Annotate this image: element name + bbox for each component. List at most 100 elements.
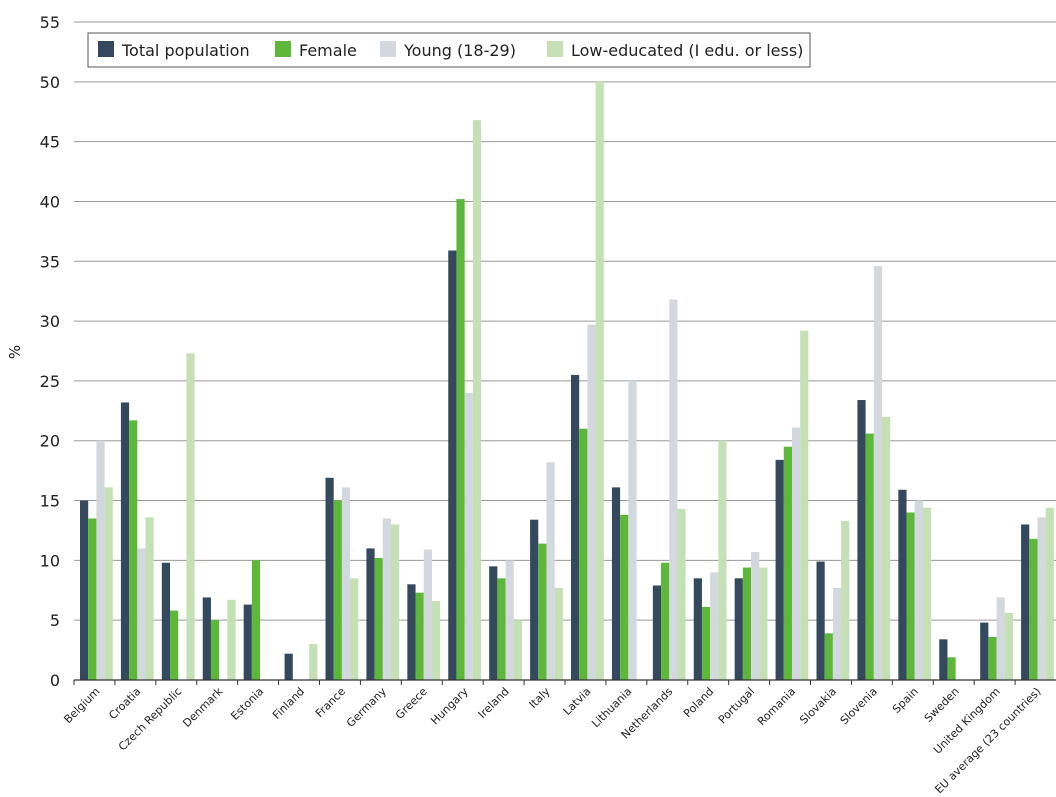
category-label: Poland xyxy=(681,685,716,720)
bar xyxy=(284,653,293,680)
bar xyxy=(1004,613,1013,680)
bar xyxy=(939,639,948,680)
bar xyxy=(922,507,932,680)
bar xyxy=(456,199,465,680)
bar xyxy=(366,548,375,680)
bar xyxy=(701,607,711,680)
bar xyxy=(137,548,146,680)
bar xyxy=(620,514,629,680)
bar xyxy=(677,508,686,680)
category-label: Portugal xyxy=(716,685,757,726)
bar xyxy=(693,578,702,680)
category-label: Slovakia xyxy=(797,685,839,727)
bar xyxy=(407,584,416,680)
bar xyxy=(554,587,563,680)
bar xyxy=(325,477,334,680)
category-label: Denmark xyxy=(180,684,225,729)
bar xyxy=(980,622,989,680)
y-tick-label: 10 xyxy=(40,551,60,570)
bar xyxy=(914,500,923,680)
y-tick-label: 50 xyxy=(40,73,60,92)
bar xyxy=(210,620,220,680)
bar xyxy=(472,120,482,681)
category-label: Spain xyxy=(890,685,921,716)
y-tick-label: 25 xyxy=(40,372,60,391)
bar xyxy=(251,560,261,680)
bar xyxy=(628,380,637,680)
bar xyxy=(227,599,236,680)
bar xyxy=(243,604,252,680)
bar xyxy=(80,500,89,680)
legend-swatch xyxy=(275,41,291,57)
bar xyxy=(996,597,1005,680)
bar xyxy=(382,518,392,680)
bar xyxy=(751,551,760,680)
legend-swatch xyxy=(547,41,563,57)
legend-box xyxy=(87,32,811,68)
bar xyxy=(96,440,105,680)
bar xyxy=(783,446,792,680)
category-label: Sweden xyxy=(922,685,962,725)
bar xyxy=(513,620,522,680)
bar xyxy=(391,524,400,680)
legend-entry: Young (18-29) xyxy=(403,41,516,60)
category-label: France xyxy=(313,685,348,720)
bar xyxy=(186,353,195,680)
bar xyxy=(873,266,883,680)
y-tick-label: 20 xyxy=(40,432,60,451)
bar xyxy=(415,592,424,680)
category-label: Estonia xyxy=(228,685,266,723)
bar xyxy=(791,427,801,680)
legend-swatch xyxy=(98,41,114,57)
bar xyxy=(497,578,506,680)
y-axis-ticks: 0 5 10 15 20 25 30 35 40 45 50 55 xyxy=(40,13,60,690)
bar xyxy=(546,462,555,680)
bar xyxy=(832,587,842,680)
bar xyxy=(816,561,825,680)
bar xyxy=(129,420,138,680)
bar xyxy=(1021,524,1030,680)
category-label: Italy xyxy=(527,685,553,711)
bar xyxy=(350,578,359,680)
bar xyxy=(759,567,768,680)
bar xyxy=(824,633,833,680)
bar xyxy=(202,597,211,680)
bar xyxy=(800,330,809,680)
category-label: Hungary xyxy=(428,685,471,728)
bar xyxy=(538,543,547,680)
bar xyxy=(464,392,473,680)
bar xyxy=(718,440,727,680)
bar xyxy=(161,562,171,680)
bar xyxy=(333,500,342,680)
bar xyxy=(448,250,457,681)
bar xyxy=(841,520,850,680)
bar xyxy=(595,81,604,681)
bar xyxy=(734,578,743,680)
bar xyxy=(988,636,997,680)
category-label: Belgium xyxy=(61,685,102,726)
bar xyxy=(857,400,866,680)
legend: Total population Female Young (18-29) Low-e… xyxy=(87,32,811,68)
y-tick-label: 40 xyxy=(40,192,60,211)
bar xyxy=(530,519,539,680)
bar xyxy=(775,459,784,680)
bar xyxy=(882,416,891,680)
bar xyxy=(120,402,130,680)
bar xyxy=(898,489,907,680)
x-axis xyxy=(73,679,1056,685)
y-axis-label: % xyxy=(6,345,24,359)
category-label: Latvia xyxy=(561,685,594,718)
bar xyxy=(489,566,498,680)
bar xyxy=(145,517,154,680)
category-label: Croatia xyxy=(106,685,143,722)
y-tick-label: 5 xyxy=(50,611,60,630)
bar xyxy=(742,567,752,680)
bar xyxy=(947,657,956,680)
bar xyxy=(611,487,621,680)
bar xyxy=(1037,517,1046,680)
y-tick-label: 35 xyxy=(40,252,60,271)
category-label: Greece xyxy=(393,685,430,722)
bar xyxy=(579,428,588,680)
